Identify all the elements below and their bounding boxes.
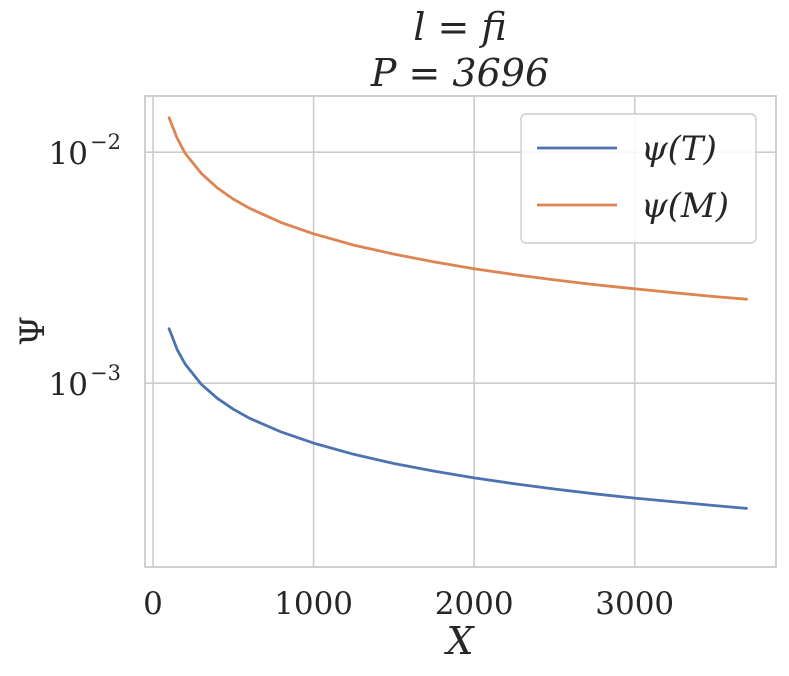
chart-subtitle: P = 3696 [370, 51, 549, 95]
y-tick-exponent: −3 [90, 361, 121, 385]
y-tick-base: 10 [49, 367, 88, 403]
legend-box [520, 113, 757, 244]
x-tick-label: 2000 [435, 586, 514, 622]
legend-label: ψ(M) [641, 186, 729, 226]
grid-lines [145, 96, 776, 567]
y-tick-label: 10 −2 [49, 130, 121, 172]
series-line-1 [167, 327, 748, 510]
x-tick-label: 0 [143, 586, 163, 622]
y-axis-label: Ψ [13, 316, 53, 346]
y-tick-labels: 10−210−3 [49, 130, 121, 403]
x-tick-label: 3000 [595, 586, 674, 622]
plot-frame [144, 95, 777, 568]
y-tick-base: 10 [49, 136, 88, 172]
x-tick-label: 1000 [274, 586, 353, 622]
series-line-2 [167, 116, 748, 301]
y-tick-exponent: −2 [90, 130, 121, 154]
x-axis-label: X [443, 619, 475, 663]
series-group [167, 116, 748, 510]
legend-label: ψ(T) [641, 129, 717, 169]
x-tick-labels: 0 1000 2000 3000 [143, 586, 674, 622]
legend: ψ(T) ψ(M) [520, 113, 757, 244]
chart-title: l = fi [413, 5, 507, 49]
y-tick-label: 10 −3 [49, 361, 121, 403]
